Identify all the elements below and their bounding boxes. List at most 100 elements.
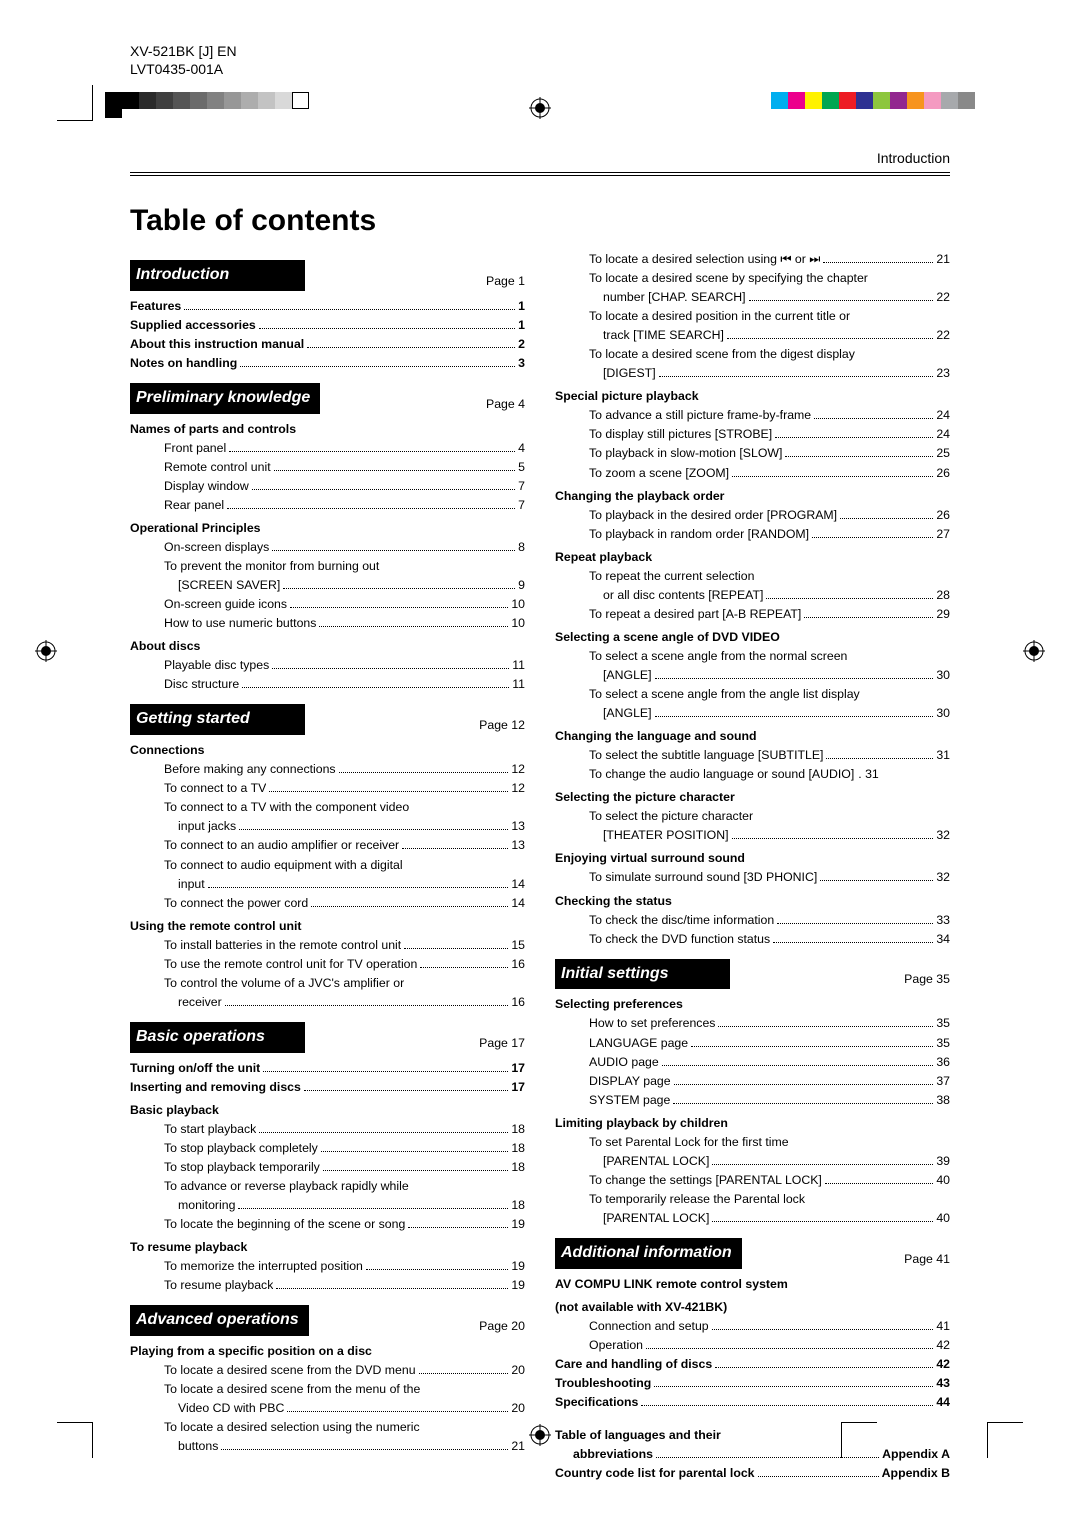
toc-entry: track [TIME SEARCH]22 [555, 326, 950, 345]
section-page: Page 35 [738, 970, 950, 989]
cropmark-icon [57, 1422, 93, 1458]
swatch [207, 92, 224, 109]
section-header: Basic operations Page 17 [130, 1022, 525, 1053]
toc-entry: [PARENTAL LOCK]39 [555, 1152, 950, 1171]
swatch [924, 92, 941, 109]
toc-entry: How to use numeric buttons10 [130, 614, 525, 633]
section-header: Initial settings Page 35 [555, 959, 950, 990]
toc-entry: To select the picture character [555, 807, 950, 826]
toc-entry: Connection and setup41 [555, 1317, 950, 1336]
section-badge: Getting started [130, 704, 305, 735]
toc-entry: To locate a desired scene from the DVD m… [130, 1361, 525, 1380]
toc-entry: To temporarily release the Parental lock [555, 1190, 950, 1209]
toc-entry: To stop playback completely18 [130, 1139, 525, 1158]
swatch [839, 92, 856, 109]
toc-entry: DISPLAY page37 [555, 1072, 950, 1091]
toc-column-right: To locate a desired selection using ⏮ or… [555, 250, 950, 1483]
swatch [173, 92, 190, 109]
divider [130, 175, 950, 176]
toc-entry: To change the audio language or sound [A… [555, 765, 950, 784]
toc-entry: Playable disc types11 [130, 656, 525, 675]
toc-entry: To select a scene angle from the angle l… [555, 685, 950, 704]
doc-id: LVT0435-001A [130, 60, 237, 78]
toc-entry: Features1 [130, 297, 525, 316]
section-badge: Advanced operations [130, 1305, 309, 1336]
toc-entry: Specifications44 [555, 1393, 950, 1412]
toc-subheading: Checking the status [555, 892, 950, 911]
toc-subheading: About discs [130, 637, 525, 656]
toc-entry: To playback in the desired order [PROGRA… [555, 506, 950, 525]
toc-subheading: Repeat playback [555, 548, 950, 567]
toc-entry: Remote control unit5 [130, 458, 525, 477]
swatch [156, 92, 173, 109]
section-header: Preliminary knowledge Page 4 [130, 383, 525, 414]
registration-mark-icon [1023, 640, 1045, 662]
toc-entry: To playback in random order [RANDOM]27 [555, 525, 950, 544]
toc-entry: number [CHAP. SEARCH]22 [555, 288, 950, 307]
section-page: Page 1 [313, 272, 525, 291]
toc-entry: To check the DVD function status34 [555, 930, 950, 949]
swatch [822, 92, 839, 109]
section-page: Page 20 [317, 1317, 525, 1336]
section-page: Page 4 [328, 395, 525, 414]
toc-entry: To repeat the current selection [555, 567, 950, 586]
toc-subheading: Limiting playback by children [555, 1114, 950, 1133]
swatch [190, 92, 207, 109]
color-swatches [771, 92, 975, 109]
grayscale-swatches [105, 92, 309, 118]
swatch [275, 92, 292, 109]
toc-entry: To stop playback temporarily18 [130, 1158, 525, 1177]
toc-entry: [ANGLE]30 [555, 704, 950, 723]
swatch [958, 92, 975, 109]
toc-entry: [DIGEST]23 [555, 364, 950, 383]
toc-entry: Display window7 [130, 477, 525, 496]
toc-entry: To prevent the monitor from burning out [130, 557, 525, 576]
toc-entry: To advance or reverse playback rapidly w… [130, 1177, 525, 1196]
toc-entry: To change the settings [PARENTAL LOCK]40 [555, 1171, 950, 1190]
swatch [258, 92, 275, 109]
toc-entry: To locate a desired scene by specifying … [555, 269, 950, 288]
toc-entry: To repeat a desired part [A-B REPEAT]29 [555, 605, 950, 624]
toc-entry: Notes on handling3 [130, 354, 525, 373]
section-page: Page 41 [750, 1250, 950, 1269]
toc-subheading: Selecting a scene angle of DVD VIDEO [555, 628, 950, 647]
toc-entry: Rear panel7 [130, 496, 525, 515]
toc-subheading: To resume playback [130, 1238, 525, 1257]
toc-entry: To resume playback19 [130, 1276, 525, 1295]
section-page: Page 17 [313, 1034, 525, 1053]
toc-entry: buttons21 [130, 1437, 525, 1456]
toc-entry: Before making any connections12 [130, 760, 525, 779]
toc-entry: [ANGLE]30 [555, 666, 950, 685]
swatch [805, 92, 822, 109]
toc-entry: Operation42 [555, 1336, 950, 1355]
toc-entry: To control the volume of a JVC's amplifi… [130, 974, 525, 993]
toc-entry: To memorize the interrupted position19 [130, 1257, 525, 1276]
toc-entry: To zoom a scene [ZOOM]26 [555, 464, 950, 483]
toc-entry: To connect the power cord14 [130, 894, 525, 913]
toc-entry: To use the remote control unit for TV op… [130, 955, 525, 974]
toc-entry: To connect to a TV with the component vi… [130, 798, 525, 817]
toc-entry: To connect to a TV12 [130, 779, 525, 798]
toc-column-left: Introduction Page 1 Features1Supplied ac… [130, 250, 525, 1483]
swatch [122, 92, 139, 109]
section-badge: Basic operations [130, 1022, 305, 1053]
toc-entry: Video CD with PBC20 [130, 1399, 525, 1418]
toc-entry: Troubleshooting43 [555, 1374, 950, 1393]
swatch [907, 92, 924, 109]
toc-subheading: AV COMPU LINK remote control system [555, 1275, 950, 1294]
swatch [873, 92, 890, 109]
registration-mark-icon [35, 640, 57, 662]
section-badge: Introduction [130, 260, 305, 291]
toc-entry: input jacks13 [130, 817, 525, 836]
section-header: Getting started Page 12 [130, 704, 525, 735]
toc-entry: To set Parental Lock for the first time [555, 1133, 950, 1152]
swatch [139, 92, 156, 109]
toc-entry: [SCREEN SAVER]9 [130, 576, 525, 595]
swatch [224, 92, 241, 109]
toc-entry: To connect to audio equipment with a dig… [130, 856, 525, 875]
toc-entry: To select a scene angle from the normal … [555, 647, 950, 666]
toc-subheading: Connections [130, 741, 525, 760]
toc-subheading: Selecting preferences [555, 995, 950, 1014]
page-content: Introduction Table of contents Introduct… [130, 150, 950, 1483]
toc-subheading: Using the remote control unit [130, 917, 525, 936]
